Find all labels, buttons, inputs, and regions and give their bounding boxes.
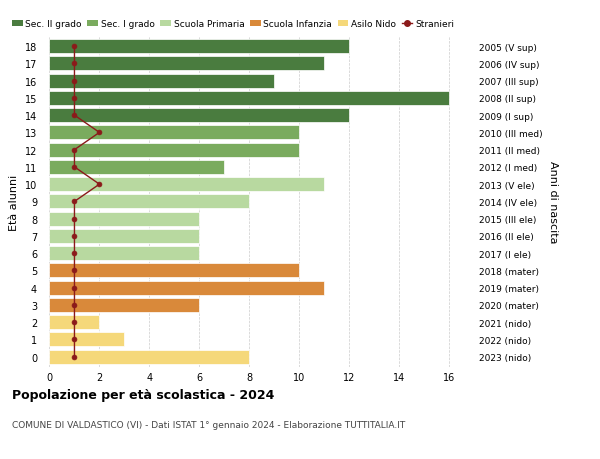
Y-axis label: Anni di nascita: Anni di nascita (548, 161, 558, 243)
Bar (49, 350, 249, 364)
Bar (49, 143, 299, 157)
Bar (49, 161, 224, 174)
Y-axis label: Età alunni: Età alunni (9, 174, 19, 230)
Bar (49, 40, 349, 54)
Bar (49, 74, 274, 89)
Text: Popolazione per età scolastica - 2024: Popolazione per età scolastica - 2024 (12, 388, 274, 401)
Bar (49, 264, 299, 278)
Bar (49, 246, 199, 261)
Bar (49, 126, 299, 140)
Legend: Sec. II grado, Sec. I grado, Scuola Primaria, Scuola Infanzia, Asilo Nido, Stran: Sec. II grado, Sec. I grado, Scuola Prim… (12, 20, 454, 29)
Bar (49, 92, 449, 106)
Bar (49, 230, 199, 243)
Text: COMUNE DI VALDASTICO (VI) - Dati ISTAT 1° gennaio 2024 - Elaborazione TUTTITALIA: COMUNE DI VALDASTICO (VI) - Dati ISTAT 1… (12, 420, 405, 429)
Bar (49, 212, 199, 226)
Bar (49, 195, 249, 209)
Bar (49, 109, 349, 123)
Bar (49, 281, 324, 295)
Bar (49, 298, 199, 312)
Bar (49, 333, 124, 347)
Bar (49, 57, 324, 71)
Bar (49, 178, 324, 192)
Bar (49, 315, 100, 330)
